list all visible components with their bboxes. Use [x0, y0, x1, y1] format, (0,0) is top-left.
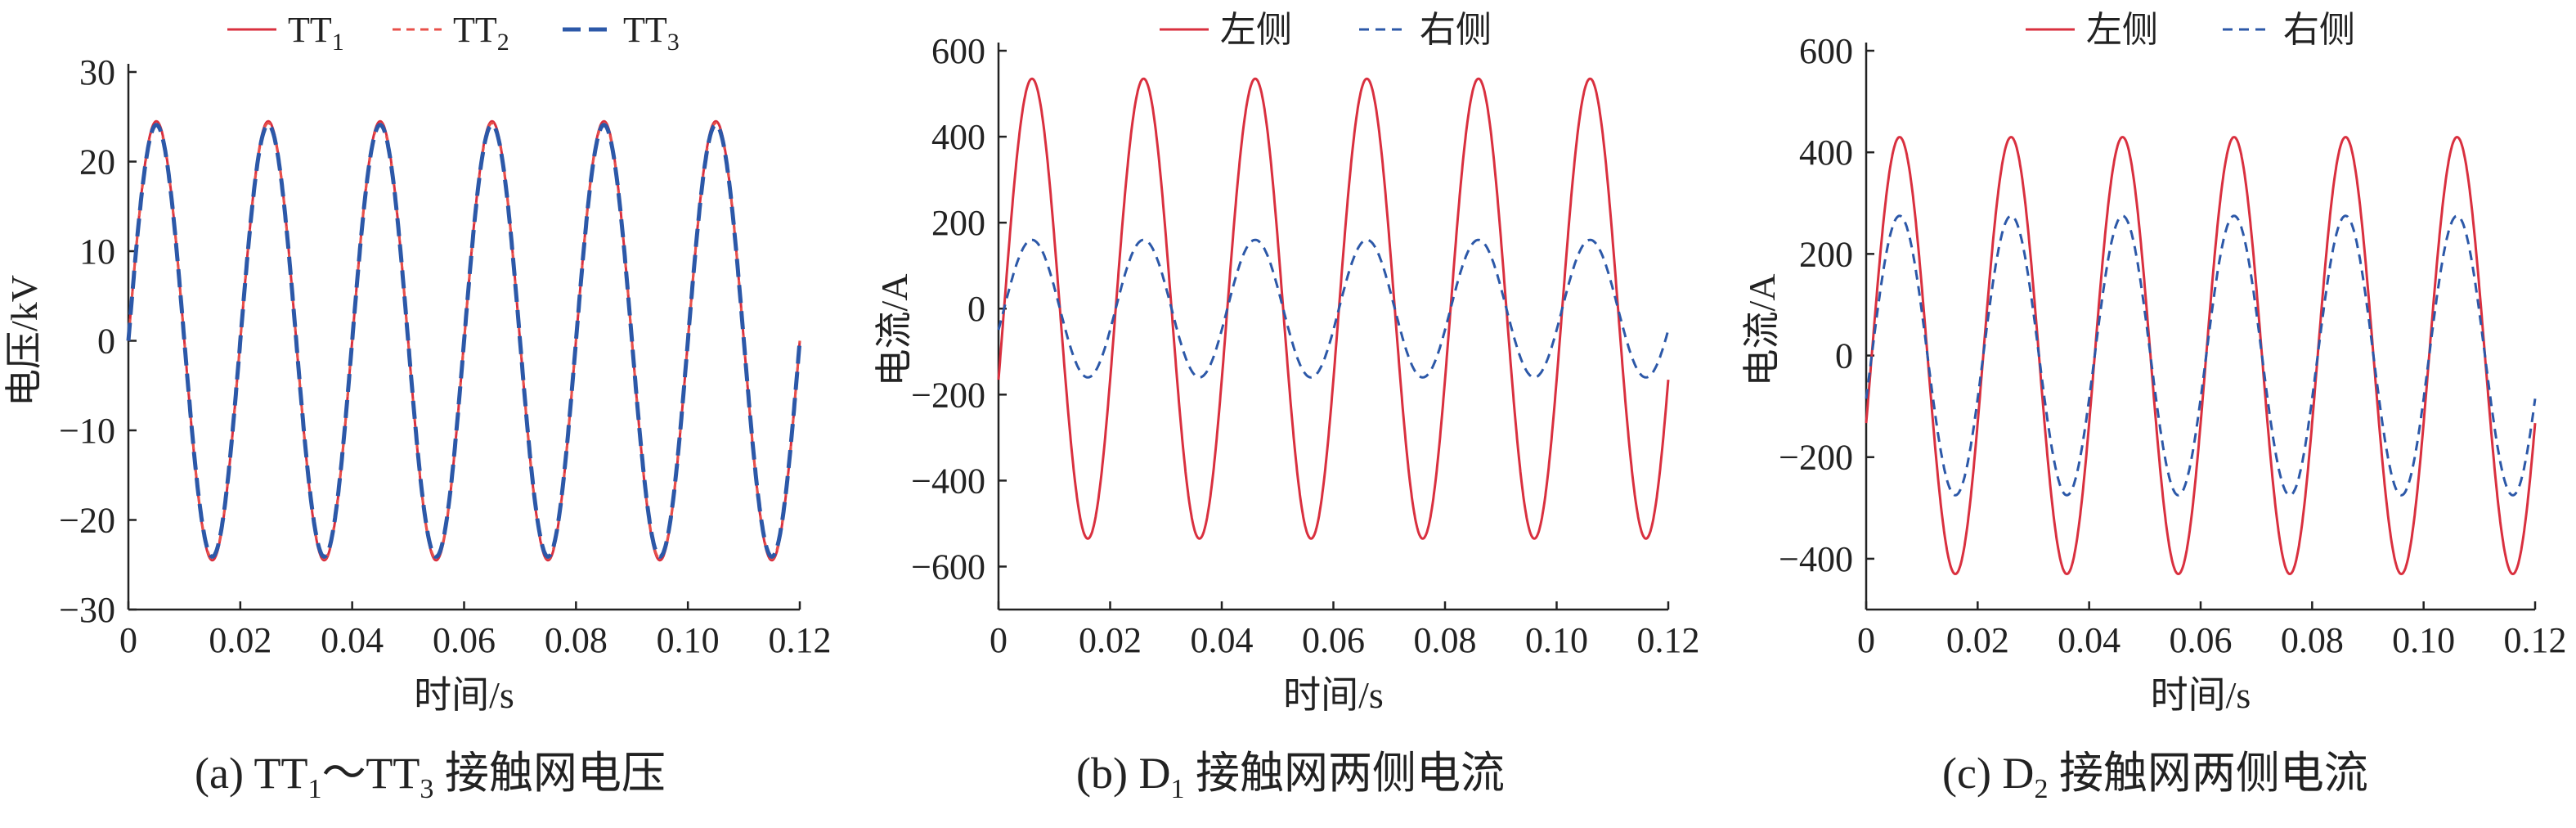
caption-a-suffix: 接触网电压 — [433, 749, 666, 798]
caption-b: (b) D1 接触网两侧电流 — [1076, 736, 1505, 805]
x-tick-label: 0.08 — [2281, 620, 2344, 660]
y-axis-label: 电压/kV — [3, 275, 45, 407]
x-tick-label: 0.02 — [209, 620, 272, 660]
y-tick-label: 600 — [1799, 31, 1853, 71]
x-tick-label: 0.10 — [2392, 620, 2455, 660]
y-tick-label: 400 — [1799, 133, 1853, 173]
x-tick-label: 0.12 — [2504, 620, 2567, 660]
legend-label: 右侧 — [2283, 10, 2355, 50]
caption-a: (a) TT1～TT3 接触网电压 — [195, 736, 666, 805]
x-axis-label: 时间/s — [2151, 674, 2251, 716]
y-tick-label: 0 — [967, 289, 985, 329]
y-tick-label: 400 — [931, 117, 985, 157]
x-tick-label: 0.06 — [433, 620, 496, 660]
caption-b-sub1: 1 — [1170, 773, 1185, 804]
x-tick-label: 0 — [1857, 620, 1875, 660]
x-axis-label: 时间/s — [414, 674, 514, 716]
x-tick-label: 0 — [990, 620, 1008, 660]
y-tick-label: −10 — [59, 411, 115, 451]
series-line-1 — [997, 77, 1670, 540]
series-line-1 — [1865, 136, 2537, 575]
y-tick-label: 10 — [79, 232, 115, 272]
y-tick-label: 200 — [1799, 234, 1853, 274]
caption-b-prefix: (b) D — [1076, 749, 1171, 798]
y-tick-label: 0 — [97, 322, 115, 362]
y-tick-label: 200 — [931, 203, 985, 243]
y-axis-label: 电流/A — [873, 274, 915, 387]
y-tick-label: −200 — [911, 375, 985, 415]
legend-label: TT2 — [453, 10, 509, 56]
x-tick-label: 0.04 — [2058, 620, 2120, 660]
caption-a-prefix: (a) TT — [195, 749, 308, 798]
y-tick-label: −400 — [1779, 539, 1853, 579]
x-tick-label: 0.08 — [545, 620, 608, 660]
y-tick-label: −400 — [911, 461, 985, 501]
y-axis-label: 电流/A — [1741, 274, 1783, 387]
y-tick-label: −20 — [59, 501, 115, 541]
caption-c: (c) D2 接触网两侧电流 — [1942, 736, 2368, 805]
caption-a-sub2: 3 — [420, 773, 434, 804]
legend-label: TT3 — [623, 10, 680, 56]
caption-c-suffix: 接触网两侧电流 — [2048, 749, 2368, 798]
x-tick-label: 0.10 — [1525, 620, 1588, 660]
x-tick-label: 0.12 — [769, 620, 832, 660]
x-tick-label: 0.02 — [1079, 620, 1142, 660]
caption-c-prefix: (c) D — [1942, 749, 2035, 798]
legend-label: 右侧 — [1420, 10, 1492, 50]
x-tick-label: 0.02 — [1946, 620, 2009, 660]
caption-a-sub1: 1 — [307, 773, 322, 804]
series-line-2 — [997, 238, 1670, 379]
y-tick-label: −30 — [59, 590, 115, 630]
chart-panel-1: 0 0.02 0.04 0.06 0.08 0.10 0.12 −30 −20 −10 0 10 20 3… — [3, 10, 832, 716]
legend-label: 左侧 — [2086, 10, 2158, 50]
chart-panel-3: 0 0.02 0.04 0.06 0.08 0.10 0.12 −400 −200 0 200 400… — [1741, 10, 2567, 716]
y-tick-label: 0 — [1835, 336, 1853, 376]
x-tick-label: 0.08 — [1414, 620, 1477, 660]
x-tick-label: 0.06 — [1302, 620, 1365, 660]
caption-c-sub1: 2 — [2034, 773, 2049, 804]
y-tick-label: −600 — [911, 547, 985, 587]
x-tick-label: 0 — [119, 620, 137, 660]
y-tick-label: 600 — [931, 31, 985, 71]
y-tick-label: 20 — [79, 142, 115, 182]
series-line-3 — [126, 123, 802, 559]
y-tick-label: 30 — [79, 52, 115, 92]
series-line-2 — [1865, 214, 2537, 497]
x-axis-label: 时间/s — [1283, 674, 1384, 716]
x-tick-label: 0.12 — [1637, 620, 1700, 660]
x-tick-label: 0.10 — [657, 620, 720, 660]
caption-a-mid: ～TT — [321, 749, 420, 798]
x-tick-label: 0.04 — [1191, 620, 1254, 660]
legend-label: 左侧 — [1220, 10, 1292, 50]
chart-panel-2: 0 0.02 0.04 0.06 0.08 0.10 0.12 −600 −400 −200 0 20… — [873, 10, 1700, 716]
x-tick-label: 0.04 — [321, 620, 384, 660]
legend-label: TT1 — [288, 10, 344, 56]
y-tick-label: −200 — [1779, 438, 1853, 478]
caption-b-suffix: 接触网两侧电流 — [1184, 749, 1505, 798]
x-tick-label: 0.06 — [2170, 620, 2233, 660]
